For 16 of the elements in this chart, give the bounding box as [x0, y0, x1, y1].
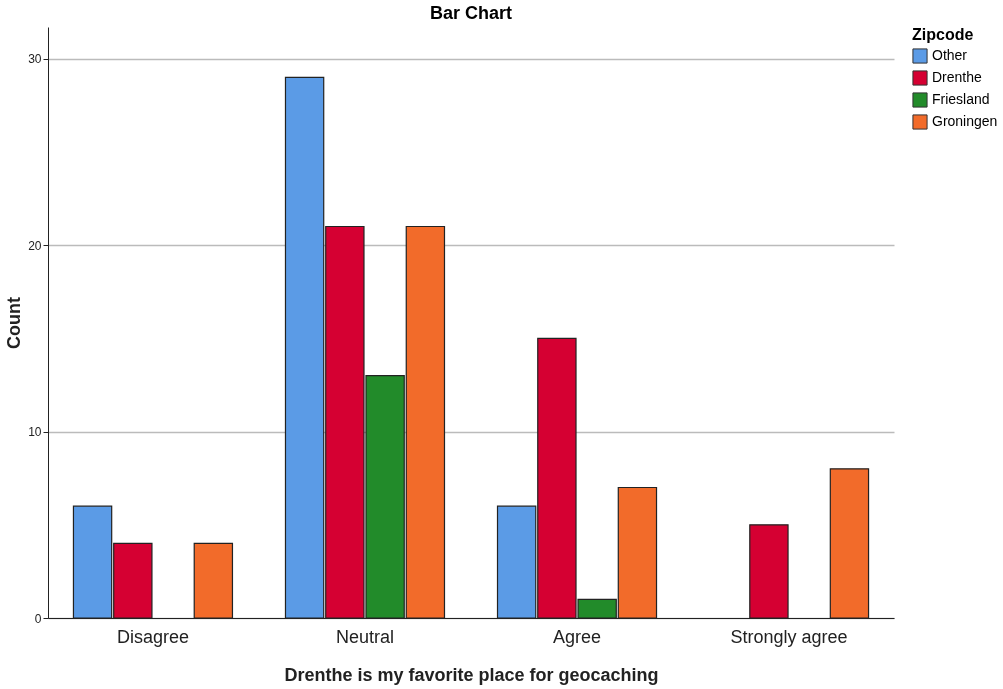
x-axis-title: Drenthe is my favorite place for geocaching	[284, 664, 659, 685]
x-tick-label: Agree	[552, 626, 602, 647]
y-tick-label: 20	[28, 238, 42, 253]
y-tick-label: 30	[28, 52, 42, 67]
y-axis-title: Count	[4, 297, 25, 349]
y-tick-label: 0	[34, 611, 42, 626]
legend-label: Other	[932, 47, 968, 63]
x-tick-label: Disagree	[116, 626, 189, 647]
x-tick-label: Strongly agree	[730, 626, 848, 647]
legend-label: Groningen	[932, 113, 998, 129]
legend-label: Drenthe	[932, 69, 983, 85]
y-tick-label: 10	[28, 425, 42, 440]
legend-title: Zipcode	[912, 26, 974, 43]
legend-label: Friesland	[932, 91, 990, 107]
x-tick-label: Neutral	[335, 626, 394, 647]
chart-title: Bar Chart	[429, 3, 513, 23]
